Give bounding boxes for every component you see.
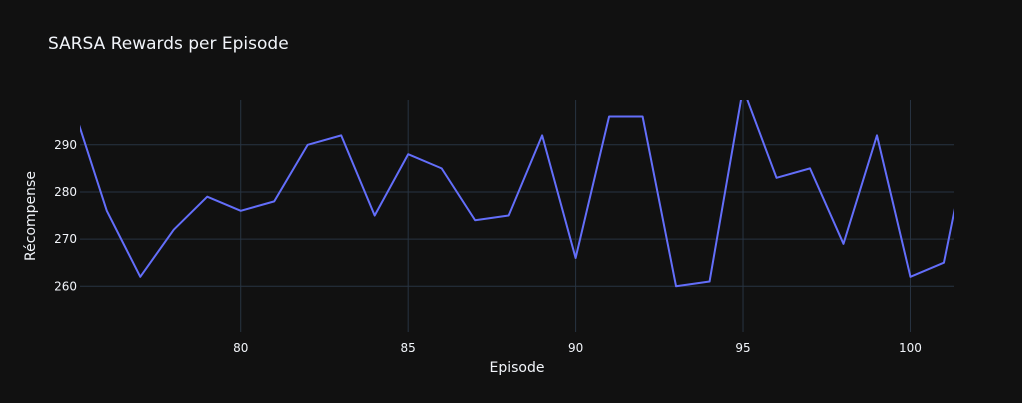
- x-tick-label: 95: [735, 341, 750, 355]
- y-tick-label: 260: [54, 279, 77, 293]
- y-tick-labels: 260 270 280 290: [54, 138, 77, 293]
- y-tick-label: 280: [54, 185, 77, 199]
- x-tick-label: 80: [233, 341, 248, 355]
- series-line: [80, 100, 954, 288]
- x-tick-label: 85: [401, 341, 416, 355]
- series-layer: [80, 100, 954, 288]
- y-axis-title: Récompense: [23, 171, 39, 261]
- x-tick-label: 100: [899, 341, 922, 355]
- y-gridlines: [80, 144, 954, 287]
- y-tick-label: 270: [54, 232, 77, 246]
- y-tick-label: 290: [54, 138, 77, 152]
- x-axis-title: Episode: [490, 360, 545, 376]
- chart-title: SARSA Rewards per Episode: [48, 34, 289, 54]
- x-tick-label: 90: [568, 341, 583, 355]
- x-gridlines: [240, 100, 911, 332]
- x-tick-labels: 80 85 90 95 100: [233, 341, 922, 355]
